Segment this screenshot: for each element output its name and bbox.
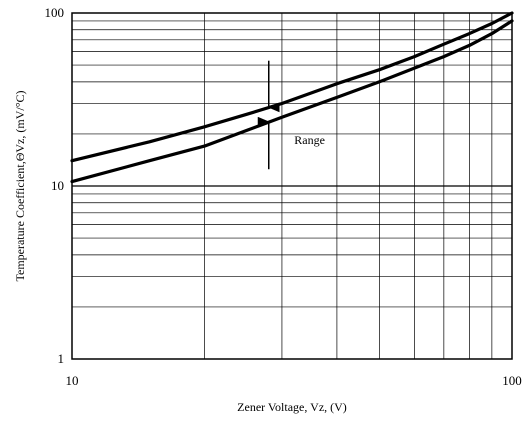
- range-annotation: Range: [294, 133, 325, 147]
- annotation-group: Range: [294, 133, 325, 147]
- plot-frame: [71, 12, 513, 360]
- x-tick-label: 100: [502, 373, 522, 388]
- series-group: [70, 11, 514, 184]
- y-axis-label: Temperature Coefficient,ΘVz, (mV/°C): [13, 90, 27, 281]
- y-tick-labels: 1 10 100: [45, 5, 65, 366]
- x-axis-label: Zener Voltage, Vz, (V): [237, 400, 347, 414]
- y-tick-label: 10: [51, 178, 64, 193]
- y-tick-label: 1: [58, 351, 65, 366]
- x-tick-labels: 10 100: [66, 373, 522, 388]
- lower-limit-curve: [70, 19, 514, 184]
- x-tick-label: 10: [66, 373, 79, 388]
- y-tick-label: 100: [45, 5, 65, 20]
- grid: [72, 13, 512, 359]
- upper-limit-curve: [70, 11, 514, 163]
